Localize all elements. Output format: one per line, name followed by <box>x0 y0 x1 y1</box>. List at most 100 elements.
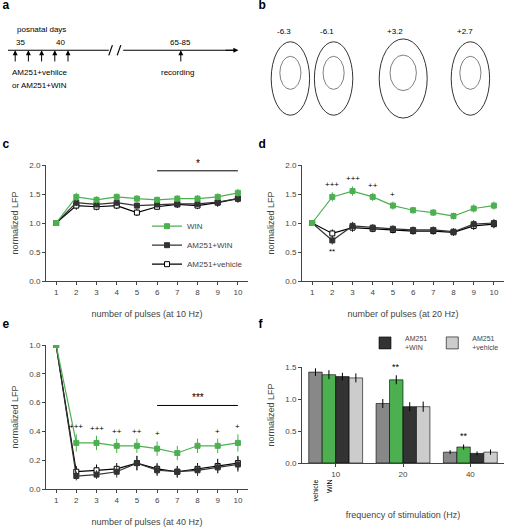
svg-text:5: 5 <box>391 288 396 297</box>
svg-text:0.5: 0.5 <box>285 248 297 257</box>
svg-text:+: + <box>215 427 220 436</box>
svg-text:-6.3: -6.3 <box>277 27 291 36</box>
svg-text:number of pulses (at 20 Hz): number of pulses (at 20 Hz) <box>347 309 458 319</box>
svg-text:normalized LFP: normalized LFP <box>10 385 20 448</box>
svg-text:10: 10 <box>489 288 498 297</box>
svg-text:c: c <box>3 139 10 151</box>
svg-text:4: 4 <box>114 496 119 505</box>
svg-text:20: 20 <box>399 470 408 479</box>
svg-text:**: ** <box>329 247 335 256</box>
svg-text:AM251+vehilce: AM251+vehilce <box>12 68 67 77</box>
svg-text:8: 8 <box>451 288 456 297</box>
svg-text:f: f <box>259 319 264 331</box>
svg-text:0.5: 0.5 <box>285 427 297 436</box>
svg-text:AM251+WIN: AM251+WIN <box>405 335 427 351</box>
svg-text:+3.2: +3.2 <box>387 27 403 36</box>
svg-text:9: 9 <box>471 288 476 297</box>
svg-text:35: 35 <box>16 38 25 47</box>
svg-text:8: 8 <box>195 288 200 297</box>
svg-text:e: e <box>3 319 10 331</box>
svg-text:***: *** <box>192 392 204 403</box>
svg-text:1: 1 <box>54 288 59 297</box>
svg-text:0.6: 0.6 <box>29 398 41 407</box>
svg-text:3: 3 <box>94 496 99 505</box>
svg-text:6: 6 <box>155 496 160 505</box>
svg-text:+++: +++ <box>325 180 339 189</box>
svg-text:1.5: 1.5 <box>29 190 41 199</box>
svg-text:a: a <box>3 0 10 12</box>
svg-text:b: b <box>259 0 266 12</box>
svg-text:3: 3 <box>350 288 355 297</box>
svg-text:1.5: 1.5 <box>285 363 297 372</box>
svg-text:0.0: 0.0 <box>285 277 297 286</box>
svg-text:normalized LFP: normalized LFP <box>266 383 276 446</box>
svg-text:recording: recording <box>161 68 194 77</box>
svg-text:1.0: 1.0 <box>29 341 41 350</box>
svg-text:9: 9 <box>215 496 220 505</box>
svg-text:2.0: 2.0 <box>29 161 41 170</box>
svg-text:WIN: WIN <box>326 479 333 493</box>
svg-text:3: 3 <box>94 288 99 297</box>
svg-text:0.0: 0.0 <box>29 485 41 494</box>
svg-text:number of pulses (at 10 Hz): number of pulses (at 10 Hz) <box>91 309 202 319</box>
svg-text:5: 5 <box>135 288 140 297</box>
svg-text:8: 8 <box>195 496 200 505</box>
svg-text:**: ** <box>460 431 468 441</box>
svg-text:40: 40 <box>56 38 65 47</box>
svg-text:0.8: 0.8 <box>29 370 41 379</box>
svg-text:40: 40 <box>466 470 475 479</box>
svg-text:4: 4 <box>114 288 119 297</box>
svg-text:**: ** <box>392 362 400 372</box>
svg-text:4: 4 <box>370 288 375 297</box>
svg-text:WIN: WIN <box>187 222 203 231</box>
svg-text:1: 1 <box>310 288 315 297</box>
svg-text:10: 10 <box>233 288 242 297</box>
svg-text:normalized LFP: normalized LFP <box>10 191 20 254</box>
svg-text:or AM251+WIN: or AM251+WIN <box>12 81 67 90</box>
svg-text:posnatal days: posnatal days <box>17 25 66 34</box>
svg-text:7: 7 <box>175 288 180 297</box>
svg-text:6: 6 <box>411 288 416 297</box>
svg-text:10: 10 <box>331 470 340 479</box>
svg-text:0.5: 0.5 <box>29 248 41 257</box>
svg-text:*: * <box>196 158 200 169</box>
svg-text:vehicle: vehicle <box>312 480 319 502</box>
svg-text:5: 5 <box>135 496 140 505</box>
svg-text:1: 1 <box>54 496 59 505</box>
svg-text:7: 7 <box>175 496 180 505</box>
svg-text:65-85: 65-85 <box>170 38 191 47</box>
svg-text:++: ++ <box>368 181 378 190</box>
svg-text:++: ++ <box>112 427 122 436</box>
svg-text:0.0: 0.0 <box>29 277 41 286</box>
svg-text:1.5: 1.5 <box>285 190 297 199</box>
svg-text:+2.7: +2.7 <box>457 27 473 36</box>
svg-text:1.0: 1.0 <box>285 395 297 404</box>
svg-text:d: d <box>259 139 266 151</box>
svg-text:7: 7 <box>431 288 436 297</box>
svg-text:2: 2 <box>330 288 335 297</box>
svg-text:normalized LFP: normalized LFP <box>266 191 276 254</box>
svg-text:++: ++ <box>132 427 142 436</box>
svg-text:2: 2 <box>74 288 79 297</box>
svg-text:+: + <box>390 190 395 199</box>
svg-text:9: 9 <box>215 288 220 297</box>
svg-text:0.0: 0.0 <box>285 459 297 468</box>
svg-text:+: + <box>155 429 160 438</box>
svg-text:-6.1: -6.1 <box>320 27 334 36</box>
svg-text:number of pulses (at 40 Hz): number of pulses (at 40 Hz) <box>91 517 202 527</box>
svg-text:2: 2 <box>74 496 79 505</box>
svg-text:0.2: 0.2 <box>29 456 41 465</box>
svg-text:+++: +++ <box>346 174 360 183</box>
svg-text:frequency of stimulation (Hz): frequency of stimulation (Hz) <box>346 510 461 520</box>
svg-text:+++: +++ <box>69 422 83 431</box>
svg-text:2.0: 2.0 <box>285 161 297 170</box>
svg-text:AM251+vehicle: AM251+vehicle <box>472 335 498 351</box>
svg-text:AM251+WIN: AM251+WIN <box>187 241 233 250</box>
svg-text:6: 6 <box>155 288 160 297</box>
svg-text:1.0: 1.0 <box>285 219 297 228</box>
svg-text:1.0: 1.0 <box>29 219 41 228</box>
svg-text:0.4: 0.4 <box>29 427 41 436</box>
svg-text:AM251+vehicle: AM251+vehicle <box>187 260 242 269</box>
svg-text:+++: +++ <box>90 424 104 433</box>
svg-text:10: 10 <box>233 496 242 505</box>
